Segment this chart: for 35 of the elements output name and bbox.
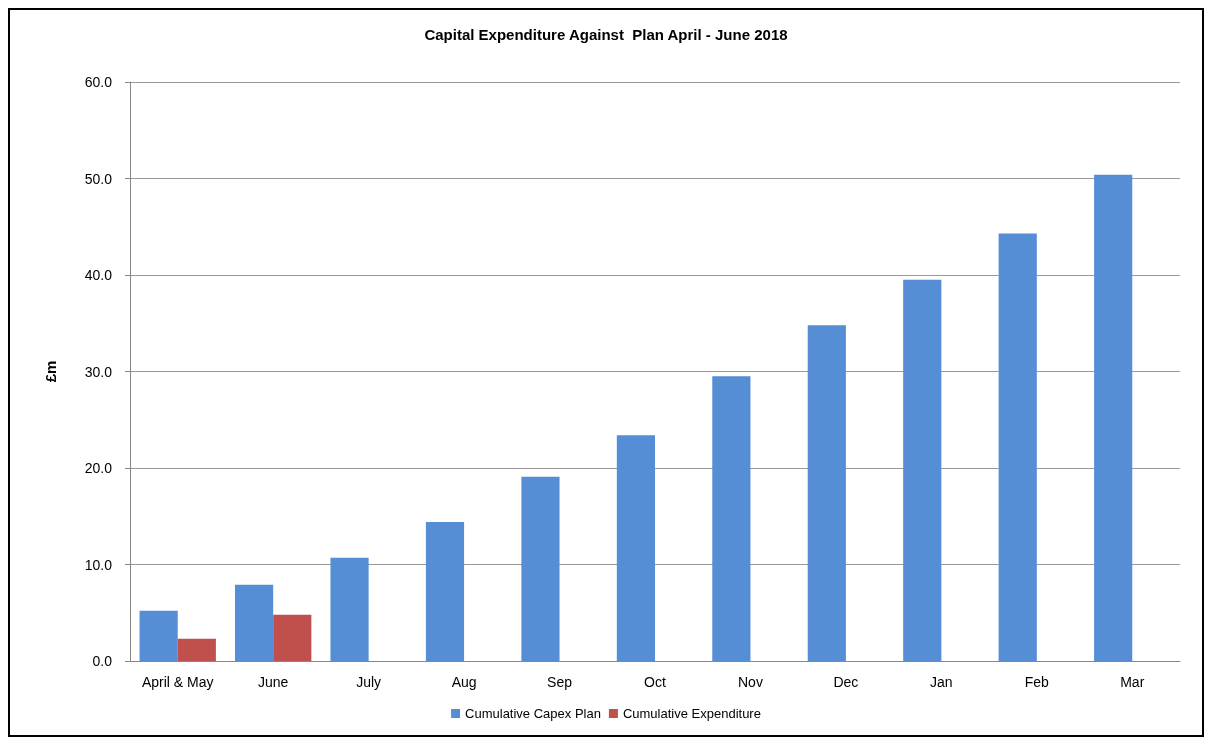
y-tick-label: 50.0 bbox=[84, 170, 113, 187]
y-tick-label: 60.0 bbox=[84, 74, 113, 90]
x-tick-label: Aug bbox=[451, 674, 477, 690]
y-axis-title: £m bbox=[42, 360, 59, 383]
bar bbox=[177, 638, 216, 661]
x-tick-label: Dec bbox=[833, 674, 859, 690]
x-tick-label: Feb bbox=[1024, 674, 1050, 690]
y-tick-label: 10.0 bbox=[84, 556, 113, 573]
bar bbox=[903, 279, 942, 661]
y-tick-label: 30.0 bbox=[84, 363, 113, 380]
x-tick-label: Mar bbox=[1120, 674, 1145, 690]
bar bbox=[235, 584, 274, 661]
x-tick-label: Nov bbox=[738, 674, 763, 690]
x-tick-label: Oct bbox=[644, 674, 666, 690]
y-tick-label: 40.0 bbox=[84, 267, 113, 283]
x-tick-label: July bbox=[356, 674, 382, 690]
y-tick-label: 20.0 bbox=[84, 460, 113, 476]
x-tick-label: Sep bbox=[547, 674, 573, 690]
bar bbox=[1094, 174, 1133, 661]
bar bbox=[712, 376, 751, 661]
bar bbox=[998, 233, 1037, 661]
legend-label: Cumulative Capex Plan bbox=[465, 706, 601, 721]
bar bbox=[273, 614, 312, 661]
bar bbox=[807, 325, 846, 661]
bar bbox=[616, 435, 655, 661]
legend-label: Cumulative Expenditure bbox=[622, 706, 761, 721]
chart-title: Capital Expenditure Against Plan April - June 2018 bbox=[424, 26, 788, 43]
x-tick-label: June bbox=[258, 674, 289, 690]
y-tick-label: 0.0 bbox=[92, 653, 113, 669]
bar bbox=[425, 522, 465, 661]
bar bbox=[330, 557, 369, 661]
x-tick-label: Jan bbox=[930, 674, 953, 690]
bar bbox=[139, 610, 178, 661]
bar bbox=[521, 476, 560, 661]
x-tick-label: April & May bbox=[141, 674, 214, 690]
